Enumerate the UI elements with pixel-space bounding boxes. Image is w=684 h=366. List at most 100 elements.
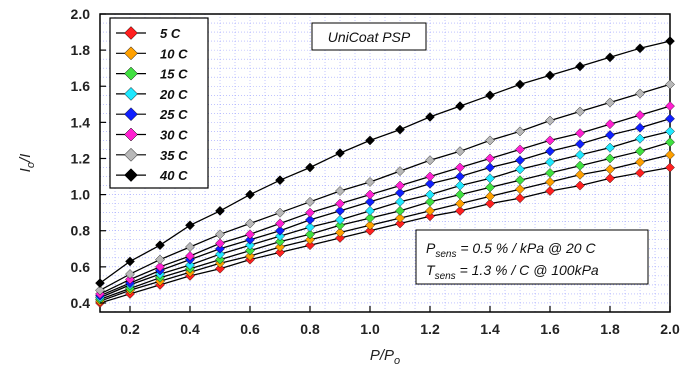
data-point [275, 236, 285, 247]
data-point [185, 242, 195, 252]
legend-marker [124, 147, 138, 162]
y-tick-label: 1.8 [71, 42, 91, 58]
data-point [305, 207, 315, 218]
data-point [665, 162, 675, 173]
data-point [305, 215, 315, 225]
data-point [455, 198, 465, 209]
y-tick-label: 2.0 [71, 6, 91, 22]
data-point [665, 113, 675, 124]
legend-marker [124, 46, 138, 61]
data-point [545, 157, 555, 167]
series-35c [95, 79, 675, 296]
data-point [365, 225, 375, 236]
x-tick-label: 1.0 [360, 321, 380, 337]
legend-label: 10 C [160, 46, 188, 61]
data-point [395, 166, 405, 177]
chart-title-box: UniCoat PSP [311, 22, 427, 51]
data-point [185, 220, 195, 231]
data-point [635, 122, 645, 133]
data-point [275, 218, 285, 229]
legend-marker [124, 168, 138, 182]
data-point [605, 119, 615, 130]
data-point [515, 144, 525, 155]
data-point [335, 215, 345, 225]
x-tick-label: 0.6 [240, 321, 260, 337]
data-point [485, 182, 495, 193]
data-point [425, 171, 435, 182]
series-line [99, 105, 671, 295]
data-point [335, 205, 345, 216]
data-point [635, 157, 645, 167]
y-axis-label-subscript: o [25, 162, 37, 168]
data-point [245, 245, 255, 256]
data-point [455, 189, 465, 200]
data-point [665, 101, 675, 111]
data-point [545, 146, 555, 157]
series-line [99, 40, 671, 284]
x-tick-label: 1.2 [420, 321, 440, 337]
data-point [275, 175, 285, 186]
data-point [395, 180, 405, 191]
data-point [635, 43, 645, 54]
data-point [245, 229, 255, 240]
data-point [545, 186, 555, 196]
data-point [215, 205, 225, 216]
data-point [485, 153, 495, 164]
data-point [245, 189, 255, 200]
pressure-sensitivity-text: Psens = 0.5 % / kPa @ 20 C [426, 240, 596, 260]
data-point [665, 126, 675, 137]
legend-marker [124, 107, 138, 122]
legend: 5 C 10 C 15 C 20 C 25 C 30 C 35 C 40 C [109, 17, 209, 189]
data-point [575, 149, 585, 160]
data-point [455, 180, 465, 191]
legend-label: 35 C [160, 148, 188, 163]
pressure-sensitivity-subscript: sens [435, 249, 456, 260]
series-15c [95, 137, 675, 305]
series-layer [95, 36, 675, 308]
data-point [335, 148, 345, 158]
data-point [155, 261, 165, 272]
data-point [485, 198, 495, 209]
data-point [275, 225, 285, 236]
pressure-sensitivity-value: = 0.5 % / kPa @ 20 C [456, 240, 596, 256]
data-point [665, 36, 675, 46]
data-point [335, 220, 345, 231]
data-point [185, 260, 195, 270]
y-tick-label: 0.4 [71, 295, 91, 311]
data-point [365, 213, 375, 223]
data-point [545, 70, 555, 81]
data-point [395, 205, 405, 216]
data-point [215, 229, 225, 240]
data-point [245, 251, 255, 261]
data-point [305, 240, 315, 251]
y-axis-ticks: 0.4 0.6 0.8 1.0 1.2 1.4 1.6 1.8 2.0 [71, 6, 106, 311]
data-point [335, 198, 345, 209]
data-point [185, 251, 195, 261]
data-point [95, 285, 105, 296]
data-point [515, 193, 525, 204]
legend-label: 15 C [160, 67, 188, 82]
series-line [99, 118, 671, 297]
data-point [605, 173, 615, 184]
series-line [99, 141, 671, 301]
data-point [575, 139, 585, 149]
data-point [605, 97, 615, 108]
data-point [575, 61, 585, 72]
pressure-sensitivity-symbol: P [426, 240, 436, 256]
data-point [365, 177, 375, 187]
data-point [395, 218, 405, 229]
data-point [275, 231, 285, 242]
data-point [665, 137, 675, 148]
data-point [305, 229, 315, 240]
data-point [425, 155, 435, 166]
data-point [125, 256, 135, 267]
data-point [155, 240, 165, 251]
data-point [215, 263, 225, 274]
legend-label: 25 C [159, 107, 188, 122]
data-point [515, 126, 525, 137]
data-point [305, 162, 315, 173]
x-axis-label-subscript: o [394, 355, 400, 366]
legend-label: 40 C [159, 168, 188, 183]
temperature-sensitivity-text: Tsens = 1.3 % / C @ 100kPa [426, 262, 599, 282]
data-point [395, 213, 405, 223]
